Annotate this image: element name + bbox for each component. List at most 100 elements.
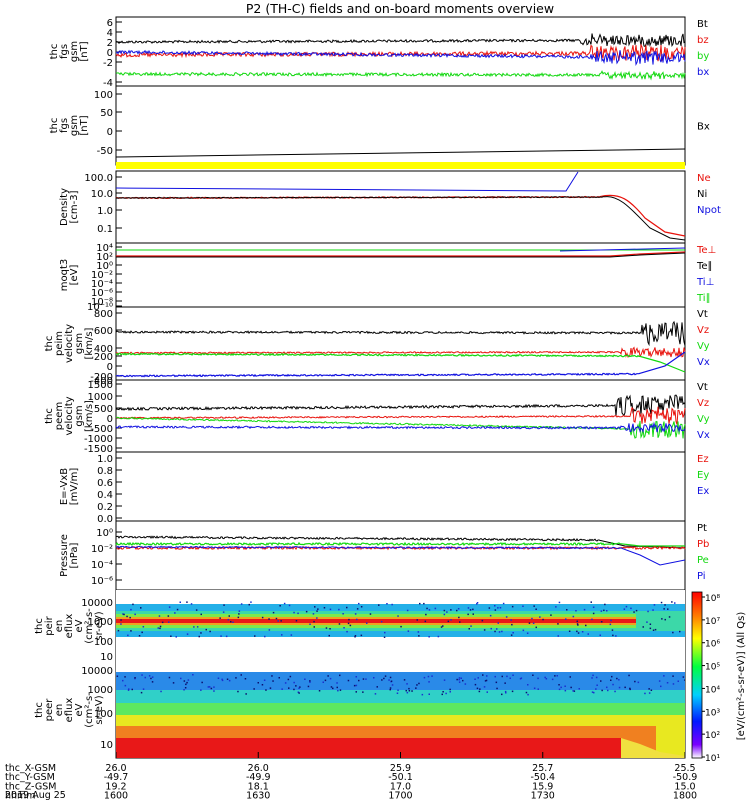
ytick-label: 0.1 (97, 224, 113, 235)
spec-noise (446, 611, 448, 613)
spec-noise (161, 621, 164, 624)
spec-noise (684, 679, 685, 681)
spec-noise (533, 605, 535, 607)
spec-noise (449, 688, 451, 691)
series-Te⊥ (116, 251, 686, 257)
spec-noise (127, 689, 130, 691)
spec-noise (384, 675, 387, 677)
ytick-label: 6 (107, 18, 113, 29)
spec-noise (305, 610, 308, 613)
spec-noise (151, 676, 154, 678)
spec-band-red (116, 738, 621, 758)
ytick-label: 2 (107, 38, 113, 49)
spec-noise (427, 675, 430, 678)
series-peem-Vx (115, 421, 686, 434)
spec-noise (564, 689, 567, 692)
spec-noise (610, 619, 612, 622)
spec-noise (470, 625, 472, 627)
spec-noise (168, 621, 170, 623)
spec-noise (158, 615, 161, 617)
spec-noise (353, 684, 356, 687)
spec-noise (418, 635, 420, 637)
spec-noise (314, 606, 316, 608)
ytick-label: 1000 (88, 685, 113, 696)
spec-noise (122, 613, 124, 615)
spec-noise (672, 631, 674, 634)
spec-noise (265, 689, 267, 691)
ylabel-peir: thc peir en eflux eV (cm²-s-sr-eV) (34, 608, 105, 644)
series-peim-Vz (116, 346, 686, 358)
series-bx (115, 49, 686, 66)
spec-noise (316, 617, 318, 619)
spec-noise (596, 684, 598, 686)
spec-noise (339, 689, 342, 691)
spec-noise (560, 686, 562, 689)
legend-bx: bx (697, 67, 709, 78)
legend-Ti⊥: Ti⊥ (696, 277, 714, 288)
ytick-label: 10⁻⁸ (91, 297, 113, 308)
ytick-label: 10000 (81, 598, 113, 609)
xaxis-value: -50.1 (388, 772, 413, 783)
spec-noise (179, 601, 181, 603)
spec-noise (183, 680, 186, 682)
spec-noise (237, 690, 239, 693)
spec-noise (356, 618, 358, 621)
spec-noise (297, 612, 299, 615)
spec-noise (381, 679, 383, 681)
spec-noise (240, 674, 242, 676)
spec-noise (289, 675, 292, 678)
spec-noise (428, 681, 430, 683)
xaxis-value: 1700 (388, 791, 412, 800)
spec-noise (501, 675, 503, 678)
legend-Ti∥: Ti∥ (696, 293, 711, 304)
xaxis-row-label: hhmm (5, 791, 36, 800)
spec-noise (336, 686, 338, 689)
ytick-label: 10⁰ (96, 261, 113, 272)
spec-noise (566, 609, 568, 611)
spec-noise (635, 609, 638, 612)
spec-noise (519, 678, 522, 680)
spec-noise (346, 630, 348, 633)
spec-noise (474, 683, 477, 686)
spec-noise (486, 691, 488, 693)
spec-noise (591, 677, 593, 679)
spec-noise (610, 679, 612, 681)
spec-noise (428, 693, 430, 695)
spec-noise (504, 682, 506, 684)
legend-by: by (697, 51, 709, 62)
spec-noise (551, 678, 554, 681)
ylabel-pressure: Pressure [nPa] (59, 534, 80, 577)
spec-noise (629, 688, 631, 691)
spec-noise (649, 623, 652, 625)
spec-noise (674, 602, 676, 604)
spec-noise (264, 635, 266, 638)
series-Ti⊥ (559, 247, 686, 252)
ytick-label: 10⁻¹⁰ (87, 302, 113, 313)
spec-noise (355, 684, 358, 687)
spec-noise (590, 601, 592, 603)
spec-noise (576, 623, 579, 625)
ylabel-peim: thc peim velocity gsm [km/s] (44, 324, 95, 363)
spec-noise (600, 680, 602, 682)
ytick-label: -50 (97, 146, 113, 157)
spec-noise (186, 681, 188, 684)
series-Te∥ (116, 252, 686, 258)
spec-noise (159, 625, 162, 628)
spec-noise (528, 622, 531, 624)
spec-noise (120, 619, 122, 621)
spec-noise (198, 635, 200, 638)
spec-noise (324, 679, 327, 682)
spec-noise (328, 634, 330, 637)
spec-noise (366, 622, 368, 624)
spec-noise (606, 686, 608, 689)
spec-noise (159, 627, 161, 630)
spec-noise (386, 603, 388, 605)
ylabel-line: thc (44, 408, 55, 424)
spec-noise (616, 677, 618, 680)
spec-noise (295, 620, 298, 622)
spec-noise (419, 602, 421, 605)
spec-noise (468, 628, 470, 630)
spec-noise (612, 683, 614, 686)
ytick-label: 0.6 (97, 478, 113, 489)
spec-noise (128, 688, 130, 690)
